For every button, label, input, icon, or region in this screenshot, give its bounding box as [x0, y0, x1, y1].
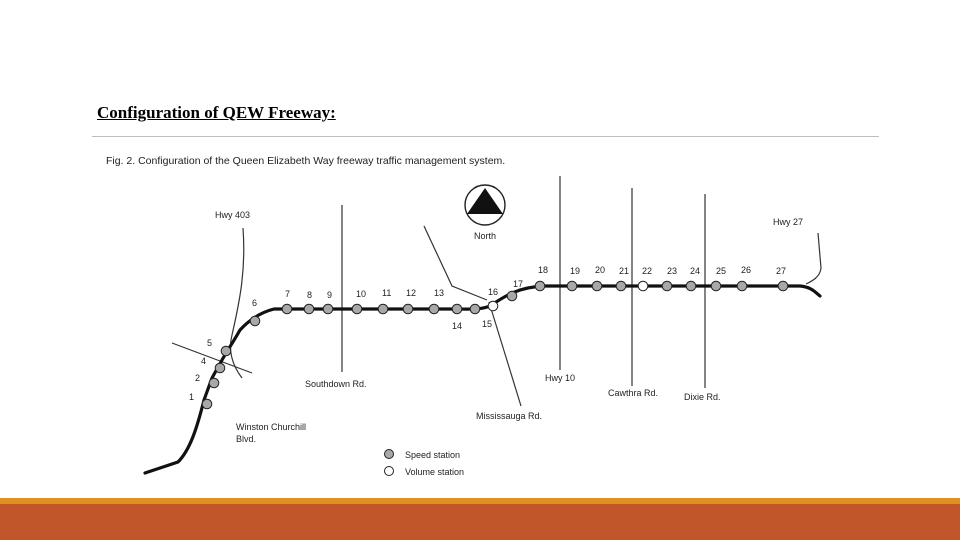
- station-label-1: 1: [189, 392, 194, 402]
- speed-station-marker-6: [249, 315, 261, 327]
- title-divider: [92, 136, 879, 137]
- station-label-13: 13: [434, 288, 444, 298]
- speed-station-marker-24: [685, 280, 697, 292]
- speed-station-marker-18: [534, 280, 546, 292]
- speed-station-marker-11: [377, 303, 389, 315]
- station-label-4: 4: [201, 356, 206, 366]
- mississauga-road-lower: [488, 301, 522, 407]
- speed-station-marker-10: [351, 303, 363, 315]
- station-label-17: 17: [513, 279, 523, 289]
- station-label-24: 24: [690, 266, 700, 276]
- cawthra-label: Cawthra Rd.: [608, 388, 658, 398]
- speed-station-marker-7: [281, 303, 293, 315]
- legend-speed-label: Speed station: [405, 450, 460, 460]
- station-label-16: 16: [488, 287, 498, 297]
- station-label-18: 18: [538, 265, 548, 275]
- mississauga-road-upper: [423, 225, 488, 301]
- station-label-12: 12: [406, 288, 416, 298]
- station-label-27: 27: [776, 266, 786, 276]
- dixie-label: Dixie Rd.: [684, 392, 721, 402]
- hwy-403-road: [229, 227, 245, 379]
- station-label-21: 21: [619, 266, 629, 276]
- speed-station-marker-5: [220, 345, 232, 357]
- legend-volume-label: Volume station: [405, 467, 464, 477]
- hwy-10-label: Hwy 10: [545, 373, 575, 383]
- hwy-27-label: Hwy 27: [773, 217, 803, 227]
- qew-freeway-line: [143, 284, 822, 475]
- speed-station-marker-4: [214, 362, 226, 374]
- station-label-11: 11: [382, 288, 391, 298]
- station-label-6: 6: [252, 298, 257, 308]
- footer-accent-bar: [0, 498, 960, 504]
- legend-speed-marker: [384, 449, 394, 459]
- speed-station-marker-23: [661, 280, 673, 292]
- speed-station-marker-1: [201, 398, 213, 410]
- speed-station-marker-17: [506, 290, 518, 302]
- station-label-8: 8: [307, 290, 312, 300]
- station-label-5: 5: [207, 338, 212, 348]
- north-arrow-icon: [464, 184, 506, 226]
- station-label-23: 23: [667, 266, 677, 276]
- station-label-19: 19: [570, 266, 580, 276]
- compass-label: North: [474, 231, 496, 241]
- station-label-9: 9: [327, 290, 332, 300]
- station-label-22: 22: [642, 266, 652, 276]
- speed-station-marker-20: [591, 280, 603, 292]
- mississauga-label: Mississauga Rd.: [476, 411, 542, 421]
- station-label-20: 20: [595, 265, 605, 275]
- winston-churchill-road: [171, 342, 253, 374]
- speed-station-marker-14: [451, 303, 463, 315]
- speed-station-marker-21: [615, 280, 627, 292]
- figure-caption: Fig. 2. Configuration of the Queen Eliza…: [106, 155, 505, 167]
- volume-station-marker-22: [637, 280, 649, 292]
- speed-station-marker-8: [303, 303, 315, 315]
- footer-bar: [0, 504, 960, 540]
- speed-station-marker-9: [322, 303, 334, 315]
- speed-station-marker-13: [428, 303, 440, 315]
- speed-station-marker-12: [402, 303, 414, 315]
- legend-volume-marker: [384, 466, 394, 476]
- station-label-2: 2: [195, 373, 200, 383]
- speed-station-marker-25: [710, 280, 722, 292]
- station-label-7: 7: [285, 289, 290, 299]
- hwy-403-label: Hwy 403: [215, 210, 250, 220]
- speed-station-marker-27: [777, 280, 789, 292]
- winston-churchill-label-line2: Blvd.: [236, 434, 256, 444]
- station-label-25: 25: [716, 266, 726, 276]
- slide-title: Configuration of QEW Freeway:: [97, 103, 336, 122]
- speed-station-marker-19: [566, 280, 578, 292]
- southdown-label: Southdown Rd.: [305, 379, 367, 389]
- speed-station-marker-26: [736, 280, 748, 292]
- station-label-15: 15: [482, 319, 492, 329]
- hwy-27-road: [805, 232, 822, 285]
- winston-churchill-label-line1: Winston Churchill: [236, 422, 306, 432]
- station-label-10: 10: [356, 289, 366, 299]
- station-label-26: 26: [741, 265, 751, 275]
- station-label-14: 14: [452, 321, 462, 331]
- volume-station-marker-16: [487, 300, 499, 312]
- legend: Speed station Volume station: [384, 449, 464, 477]
- speed-station-marker-15: [469, 303, 481, 315]
- speed-station-marker-2: [208, 377, 220, 389]
